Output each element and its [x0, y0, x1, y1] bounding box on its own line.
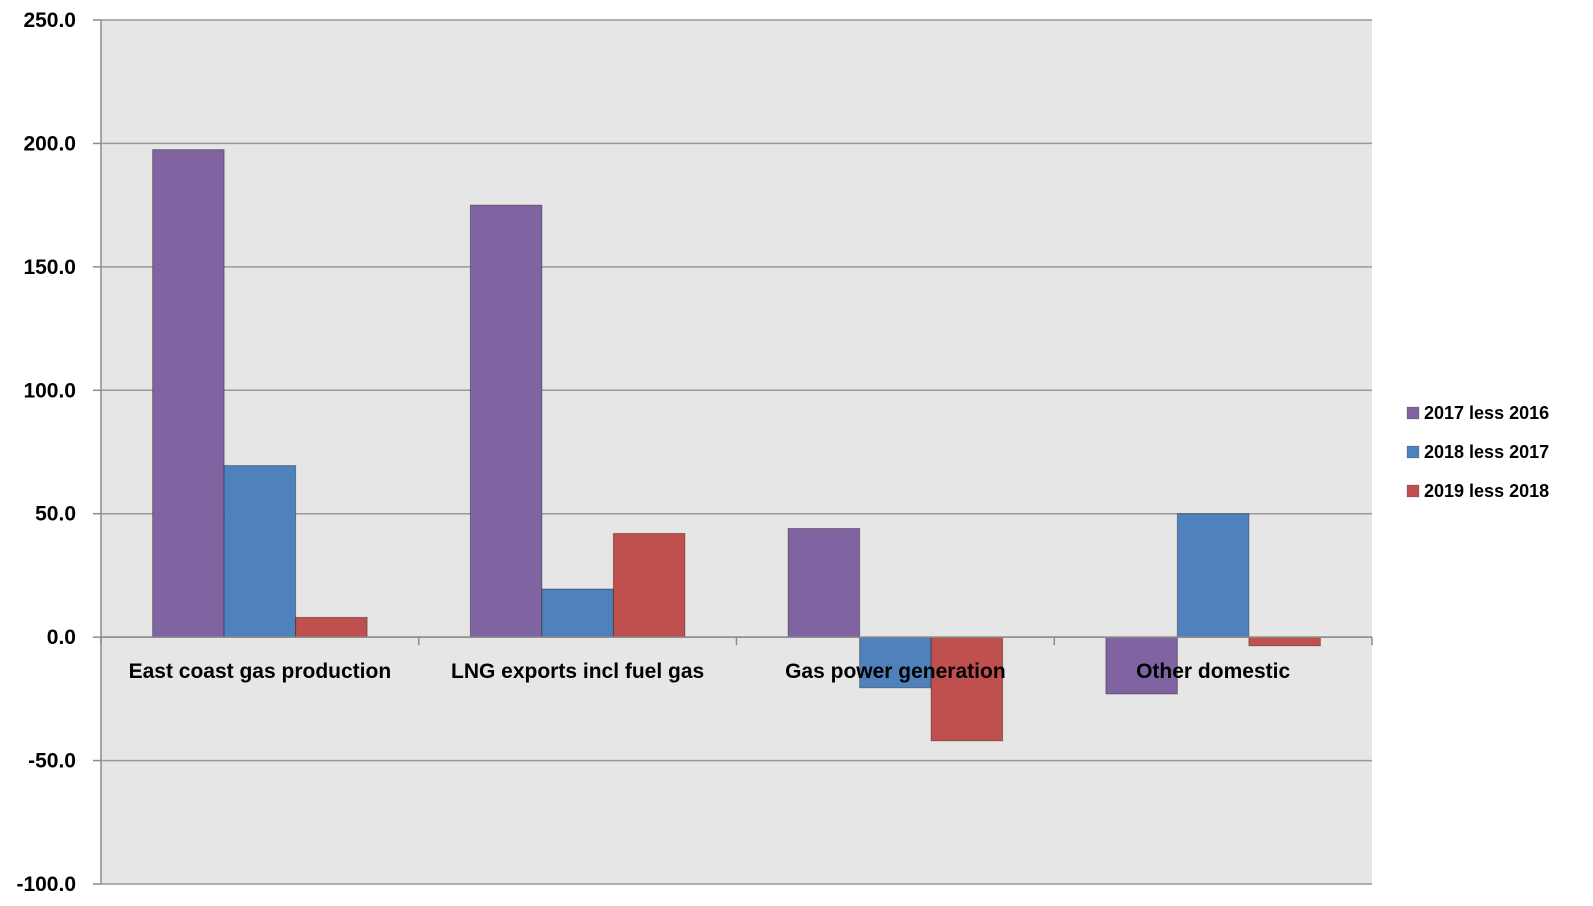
- category-label: Gas power generation: [785, 660, 1006, 683]
- legend-label: 2018 less 2017: [1424, 442, 1549, 462]
- legend: 2017 less 2016 2018 less 2017 2019 less 20…: [1406, 403, 1549, 501]
- bar: [469, 204, 543, 638]
- legend-label: 2019 less 2018: [1424, 481, 1549, 501]
- legend-label: 2017 less 2016: [1424, 403, 1549, 423]
- bar: [1176, 513, 1250, 638]
- bar: [1105, 636, 1178, 695]
- y-tick-label: 250.0: [23, 9, 76, 32]
- bar: [930, 636, 1004, 742]
- legend-swatch: [1406, 445, 1420, 459]
- y-tick-label: 50.0: [35, 503, 76, 526]
- y-tick-label: 150.0: [23, 256, 76, 279]
- y-tick-label: -100.0: [16, 873, 76, 896]
- category-labels: East coast gas production LNG exports inc…: [129, 660, 1291, 683]
- bar: [152, 149, 225, 638]
- bars: [152, 149, 1321, 742]
- y-tick-label: -50.0: [28, 750, 76, 773]
- bar: [223, 465, 297, 638]
- category-label: LNG exports incl fuel gas: [451, 660, 704, 683]
- y-tick-label: 0.0: [47, 626, 76, 649]
- category-label: East coast gas production: [129, 660, 392, 683]
- y-tick-label: 100.0: [23, 379, 76, 402]
- y-tick-label: 200.0: [23, 132, 76, 155]
- category-label: Other domestic: [1136, 660, 1290, 683]
- bar: [859, 636, 932, 689]
- bar: [1248, 636, 1321, 647]
- bar: [295, 616, 368, 638]
- legend-swatch: [1406, 484, 1420, 498]
- bar: [787, 528, 861, 638]
- axes: [100, 20, 1373, 884]
- plot-area: [101, 20, 1372, 884]
- y-tick-labels: 250.0 200.0 150.0 100.0 50.0 0.0 -50.0 -100.0: [16, 9, 76, 896]
- bar: [612, 532, 686, 638]
- bar: [541, 588, 614, 638]
- legend-swatch: [1406, 406, 1420, 420]
